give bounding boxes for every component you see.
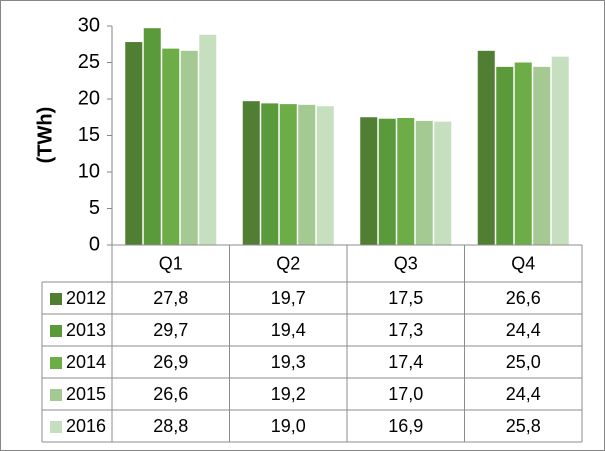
y-axis-label: (TWh) [34, 107, 56, 164]
bar [199, 34, 217, 246]
table-value: 17,0 [388, 384, 423, 404]
bar [496, 66, 514, 245]
table-value: 17,4 [388, 352, 423, 372]
table-value: 26,6 [153, 384, 188, 404]
bar [533, 66, 551, 245]
y-tick-label: 10 [78, 160, 100, 182]
legend-label: 2012 [66, 288, 106, 308]
bar [316, 106, 334, 245]
bar [378, 118, 396, 245]
table-value: 17,3 [388, 320, 423, 340]
table-value: 16,9 [388, 416, 423, 436]
bar [360, 117, 378, 245]
bar [477, 50, 495, 245]
table-value: 19,4 [271, 320, 306, 340]
table-value: 24,4 [506, 320, 541, 340]
bar [143, 28, 161, 245]
table-value: 19,3 [271, 352, 306, 372]
bar [434, 121, 452, 245]
legend-label: 2016 [66, 416, 106, 436]
legend-swatch [50, 421, 62, 433]
y-tick-label: 30 [78, 14, 100, 36]
x-tick-label: Q2 [276, 253, 300, 273]
legend-swatch [50, 293, 62, 305]
table-value: 17,5 [388, 288, 423, 308]
table-value: 26,6 [506, 288, 541, 308]
x-tick-label: Q1 [159, 253, 183, 273]
bar [279, 104, 297, 245]
table-value: 19,0 [271, 416, 306, 436]
bar [298, 104, 316, 245]
bar [162, 48, 180, 245]
legend-label: 2013 [66, 320, 106, 340]
table-value: 29,7 [153, 320, 188, 340]
y-tick-label: 25 [78, 51, 100, 73]
y-tick-label: 20 [78, 87, 100, 109]
table-value: 25,0 [506, 352, 541, 372]
bar [242, 101, 260, 245]
x-tick-label: Q3 [394, 253, 418, 273]
table-value: 24,4 [506, 384, 541, 404]
bar [261, 103, 279, 245]
bar [180, 50, 198, 245]
bar [125, 42, 143, 246]
y-tick-label: 5 [89, 197, 100, 219]
table-value: 26,9 [153, 352, 188, 372]
y-tick-label: 15 [78, 124, 100, 146]
legend-label: 2015 [66, 384, 106, 404]
bar [397, 117, 415, 245]
table-value: 19,7 [271, 288, 306, 308]
table-value: 19,2 [271, 384, 306, 404]
legend-swatch [50, 325, 62, 337]
y-tick-label: 0 [89, 233, 100, 255]
table-value: 28,8 [153, 416, 188, 436]
legend-swatch [50, 389, 62, 401]
legend-label: 2014 [66, 352, 106, 372]
table-value: 27,8 [153, 288, 188, 308]
bar [551, 56, 569, 245]
table-value: 25,8 [506, 416, 541, 436]
bar [415, 120, 433, 245]
x-tick-label: Q4 [511, 253, 535, 273]
legend-swatch [50, 357, 62, 369]
bar [514, 62, 532, 245]
